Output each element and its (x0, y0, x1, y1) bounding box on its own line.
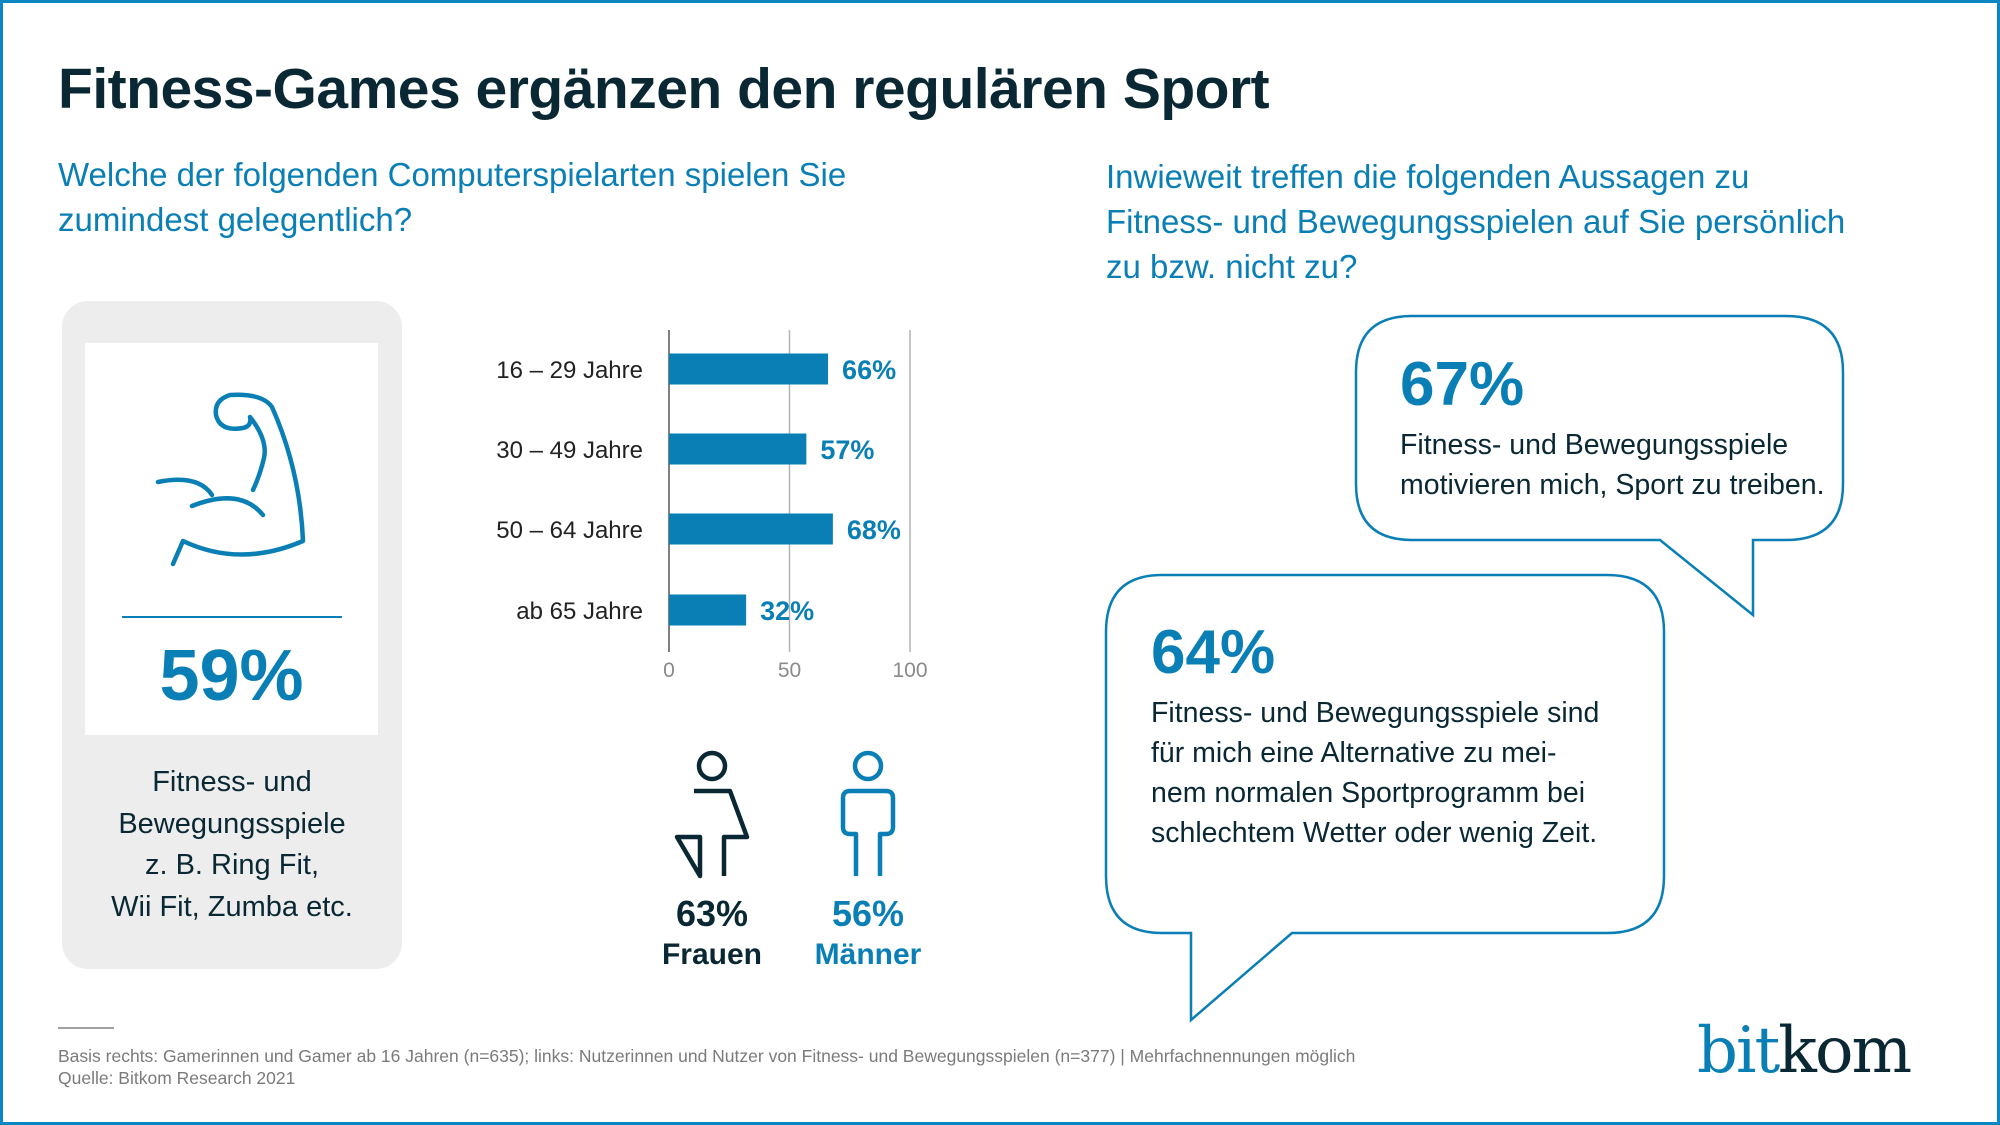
bubble-text-line: Fitness- und Bewegungsspiele (1400, 429, 1789, 461)
logo-part-kom: kom (1778, 1014, 1912, 1088)
bubble-value: 64% (1151, 618, 1276, 687)
card-description-line: Bewegungsspiele (118, 807, 346, 840)
value-label: 68% (847, 515, 901, 545)
fitness-games-card-panel (85, 343, 378, 735)
x-tick-label: 0 (663, 659, 675, 682)
left-question-line: zumindest gelegentlich? (58, 201, 413, 238)
left-question: Welche der folgenden Computerspielarten … (58, 152, 958, 242)
value-label: 57% (820, 435, 874, 465)
bitkom-logo: bitkom (1697, 1014, 1912, 1088)
female-label: Frauen (661, 938, 763, 971)
female-person-icon (674, 750, 750, 879)
footnote-basis: Basis rechts: Gamerinnen und Gamer ab 16… (58, 1046, 1356, 1066)
footnote-source: Quelle: Bitkom Research 2021 (58, 1068, 296, 1088)
left-question-line: Welche der folgenden Computerspielarten … (58, 156, 847, 193)
bubble-text-line: schlechtem Wetter oder wenig Zeit. (1151, 817, 1598, 849)
card-description: Fitness- und Bewegungsspiele z. B. Ring … (62, 762, 402, 928)
female-value: 63% (675, 893, 749, 934)
logo-part-bit: bit (1697, 1014, 1780, 1088)
card-description-line: z. B. Ring Fit, (144, 849, 320, 881)
speech-bubble-motivation: 67% Fitness- und Bewegungsspiele motivie… (1400, 354, 1825, 505)
card-description-line: Fitness- und (152, 766, 312, 798)
x-tick-label: 100 (892, 659, 927, 682)
bar (669, 513, 833, 545)
category-label: 30 – 49 Jahre (496, 437, 643, 464)
speech-bubble-alternative: 64% Fitness- und Bewegungsspiele sind fü… (1151, 622, 1599, 853)
male-person-icon (840, 750, 896, 876)
male-value: 56% (831, 893, 905, 934)
value-label: 32% (760, 596, 814, 626)
card-divider (122, 616, 342, 618)
category-label: 50 – 64 Jahre (496, 517, 643, 544)
right-question-line: Inwieweit treffen die folgenden Aussagen… (1106, 158, 1750, 195)
footnote: Basis rechts: Gamerinnen und Gamer ab 16… (58, 1045, 1355, 1089)
right-question-line: zu bzw. nicht zu? (1106, 248, 1358, 285)
bubble-text: Fitness- und Bewegungsspiele motivieren … (1400, 425, 1825, 505)
bubble-text-line: für mich eine Alternative zu mei- (1151, 737, 1557, 769)
age-bar-chart: 0 50 100 16 – 29 Jahre 66% 30 – 49 Jahre 57% 50… (496, 330, 928, 682)
bar (669, 353, 829, 385)
male-label: Männer (814, 938, 922, 971)
bubble-value: 67% (1400, 350, 1525, 419)
category-label: ab 65 Jahre (516, 598, 643, 625)
flexed-biceps-icon (155, 392, 306, 567)
bubble-text-line: nem normalen Sportprogramm bei (1151, 777, 1586, 809)
bubble-text-line: motivieren mich, Sport zu treiben. (1400, 469, 1825, 501)
page-title: Fitness-Games ergänzen den regulären Spo… (58, 57, 1270, 121)
card-description-line: Wii Fit, Zumba etc. (111, 890, 353, 923)
category-label: 16 – 29 Jahre (496, 357, 643, 384)
right-question: Inwieweit treffen die folgenden Aussagen… (1106, 154, 1986, 289)
bubble-text-line: Fitness- und Bewegungsspiele sind (1151, 697, 1600, 729)
card-value: 59% (159, 636, 304, 716)
bar (669, 594, 747, 626)
right-question-line: Fitness- und Bewegungsspielen auf Sie pe… (1106, 203, 1846, 240)
bubble-text: Fitness- und Bewegungsspiele sind für mi… (1151, 693, 1599, 853)
bar (669, 433, 807, 465)
x-tick-label: 50 (778, 659, 801, 682)
footer-divider (58, 1027, 114, 1029)
value-label: 66% (842, 355, 896, 385)
